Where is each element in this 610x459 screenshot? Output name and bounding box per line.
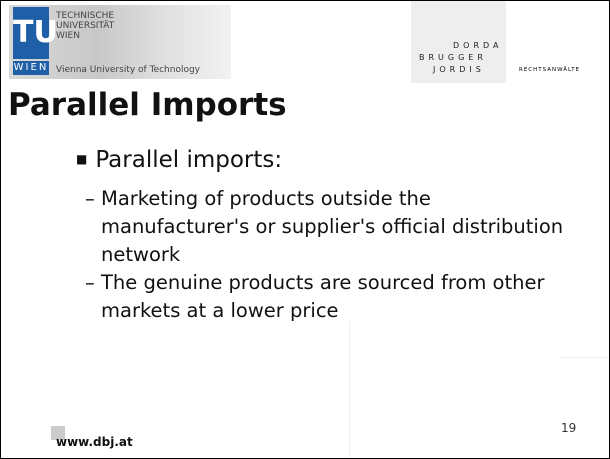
sub-bullet-text: The genuine products are sourced from ot…	[101, 271, 544, 322]
page-number: 19	[561, 421, 576, 435]
slide: TU WIEN TECHNISCHE UNIVERSITÄT WIEN Vien…	[0, 0, 610, 459]
slide-title: Parallel Imports	[8, 87, 287, 123]
university-english: Vienna University of Technology	[56, 65, 200, 75]
university-line: TECHNISCHE	[56, 11, 114, 21]
logo-mark: TU	[13, 7, 49, 59]
website: www.dbj.at	[56, 435, 133, 449]
divider	[349, 321, 350, 458]
sub-bullet-text: Marketing of products outside the manufa…	[101, 187, 563, 266]
sub-bullet: –The genuine products are sourced from o…	[101, 269, 571, 325]
university-line: WIEN	[56, 31, 80, 41]
firm-line: BRUGGER	[419, 53, 487, 62]
divider	[561, 357, 609, 358]
bullet-text: Parallel imports:	[95, 147, 282, 173]
logo-city: WIEN	[13, 61, 49, 75]
bullet: ■Parallel imports:	[76, 147, 282, 173]
university-line: UNIVERSITÄT	[56, 21, 114, 31]
firm-line: JORDIS	[433, 65, 485, 74]
firm-line: DORDA	[453, 41, 503, 50]
sub-bullet: –Marketing of products outside the manuf…	[101, 185, 571, 269]
firm-suffix: RECHTSANWÄLTE	[519, 67, 580, 73]
